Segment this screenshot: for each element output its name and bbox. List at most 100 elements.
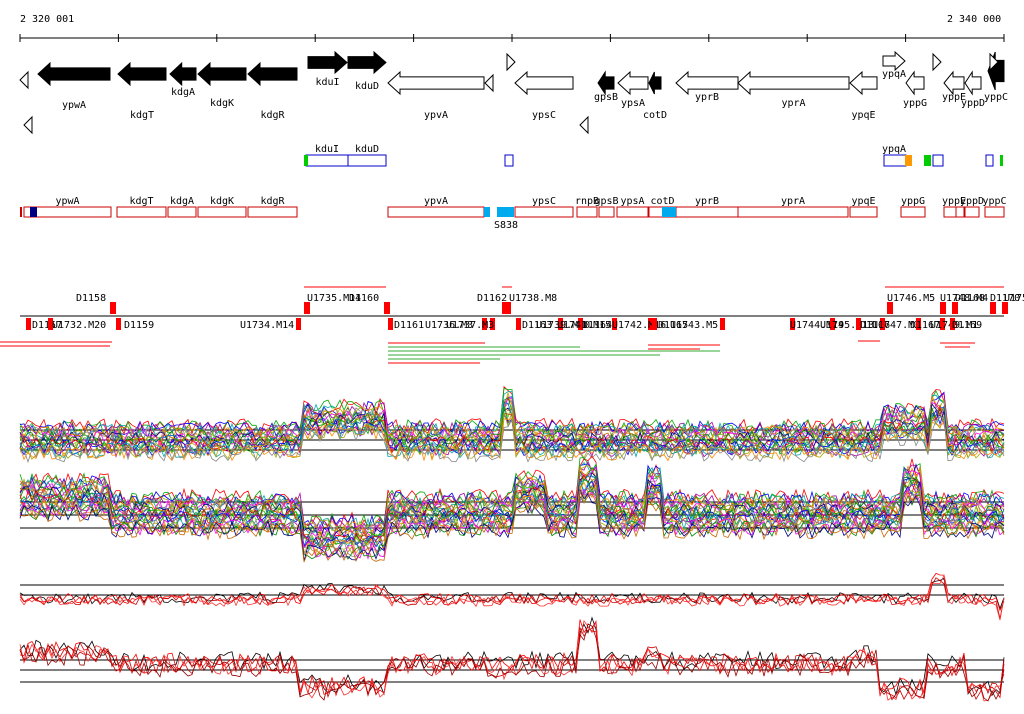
lower-segment-marker: [880, 318, 885, 330]
expression-profile-line: [19, 490, 1005, 563]
gene-label: cotD: [643, 110, 667, 121]
gene-arrow: [307, 50, 348, 75]
lower-segment-label: D1157: [32, 320, 62, 331]
expression-profile-line: [19, 623, 1005, 702]
expression-profile-line: [19, 480, 1005, 554]
expression-profile-line: [19, 481, 1005, 557]
upper-segment-label: D1160: [349, 293, 379, 304]
gene-fragment-arrow: [932, 52, 942, 72]
gene-ypwA: ypwA: [37, 61, 111, 111]
gene-label: yppG: [903, 98, 927, 109]
red-feature-label: yprB: [695, 196, 719, 207]
gene-arrow: [197, 61, 247, 87]
upper-segment-marker: [505, 302, 511, 314]
expression-profile-line: [19, 490, 1005, 560]
gene-ypsA: ypsA: [617, 70, 649, 109]
lower-segment-marker: [26, 318, 31, 330]
blue-feature-box: [985, 154, 994, 167]
lower-segment-label: U1737.M3: [446, 320, 494, 331]
lower-segment-marker: [652, 318, 657, 330]
gene-yppG: yppG: [903, 70, 927, 109]
lower-segment-marker: [388, 318, 393, 330]
green-marker: [924, 155, 931, 166]
red-feature-label: kdgR: [260, 196, 285, 207]
red-feature-label: kdgT: [129, 196, 153, 207]
red-feature-label: yppD: [960, 196, 984, 207]
lower-segment-label: U1732.M20: [52, 320, 106, 331]
ruler-start-label: 2 320 001: [20, 14, 74, 25]
blue-feature-box: [347, 154, 387, 167]
red-feature-label: kdgK: [210, 196, 234, 207]
red-feature-label: gpsB: [594, 196, 618, 207]
profile-panel: [19, 572, 1005, 621]
lower-segment-marker: [116, 318, 121, 330]
gene-arrow: [964, 70, 982, 96]
gene-label: ypsC: [532, 110, 556, 121]
lower-segment-marker: [48, 318, 53, 330]
gene-ypqE: ypqE: [849, 70, 878, 121]
red-feature-label: yppC: [982, 196, 1006, 207]
red-feature-label: ypqE: [851, 196, 875, 207]
gene-label: gpsB: [594, 92, 618, 103]
lower-segment-marker: [648, 318, 653, 330]
gene-yppE: yppE: [942, 70, 966, 103]
red-feature-label: rnpB: [575, 196, 599, 207]
gene-arrow: [849, 70, 878, 96]
gene-ypsC: ypsC: [514, 70, 574, 121]
upper-segment-marker: [990, 302, 996, 314]
gene-track: ypwA kdgT kdgA kdgK kdgR kduI kduD ypvA ypsC gpsB…: [19, 50, 1008, 135]
profile-panel: [19, 385, 1005, 464]
gene-kdgK: kdgK: [197, 61, 247, 109]
lower-segment-marker: [790, 318, 795, 330]
red-feature-box: [598, 206, 615, 218]
coordinate-ruler: 2 320 001 2 340 000: [19, 14, 1005, 42]
expression-profile-line: [19, 572, 1005, 612]
lower-segment-marker: [916, 318, 921, 330]
gene-arrow: [675, 70, 739, 96]
gene-kdgA: kdgA: [169, 61, 197, 98]
gene-arrow: [597, 70, 615, 96]
lower-segment-label: D1164: [582, 320, 612, 331]
gene-arrow: [117, 61, 167, 87]
blue-feature-box: [305, 154, 349, 167]
gene-kdgR: kdgR: [247, 61, 298, 121]
gene-arrow: [905, 70, 925, 96]
lower-segment-label: D1159: [124, 320, 154, 331]
red-feature-box: [514, 206, 574, 218]
gene-cotD: cotD: [643, 71, 667, 121]
gene-fragment-arrow: [989, 52, 999, 72]
lower-segment-marker: [482, 318, 487, 330]
gene-arrow: [169, 61, 197, 87]
red-feature-label: ypwA: [55, 196, 79, 207]
expression-profile-line: [19, 397, 1005, 446]
gene-gpsB: gpsB: [594, 70, 618, 103]
upper-segment-label: U1746.M5: [887, 293, 935, 304]
red-feature-box: [900, 206, 926, 218]
gene-arrow: [882, 50, 906, 72]
upper-segment-marker: [1002, 302, 1008, 314]
blue-feature-box: [932, 154, 944, 167]
gene-label: ypqE: [851, 110, 875, 121]
lower-segment-marker: [516, 318, 521, 330]
lower-segment-label: U1742.M16: [612, 320, 666, 331]
upper-segment-label: D1170: [990, 293, 1020, 304]
lower-segment-marker: [296, 318, 301, 330]
blue-feature-label: kduI: [315, 144, 339, 155]
gene-arrow: [617, 70, 649, 96]
upper-segment-label: D1168: [955, 293, 985, 304]
red-feature-box: [387, 206, 485, 218]
lower-segment-marker: [578, 318, 583, 330]
lower-segment-label: U1747.M2: [872, 320, 920, 331]
gene-label: yprB: [695, 92, 719, 103]
red-feature-label: yppG: [901, 196, 925, 207]
gene-yprA: yprA: [737, 70, 850, 109]
upper-segment-marker: [304, 302, 310, 314]
red-feature-box: [984, 206, 1005, 218]
gene-fragment-arrow: [579, 115, 589, 135]
red-feature-box: [116, 206, 167, 218]
red-feature-label: ypsC: [532, 196, 556, 207]
red-feature-label: kdgA: [170, 196, 194, 207]
red-feature-box: [675, 206, 739, 218]
gene-arrow: [737, 70, 850, 96]
